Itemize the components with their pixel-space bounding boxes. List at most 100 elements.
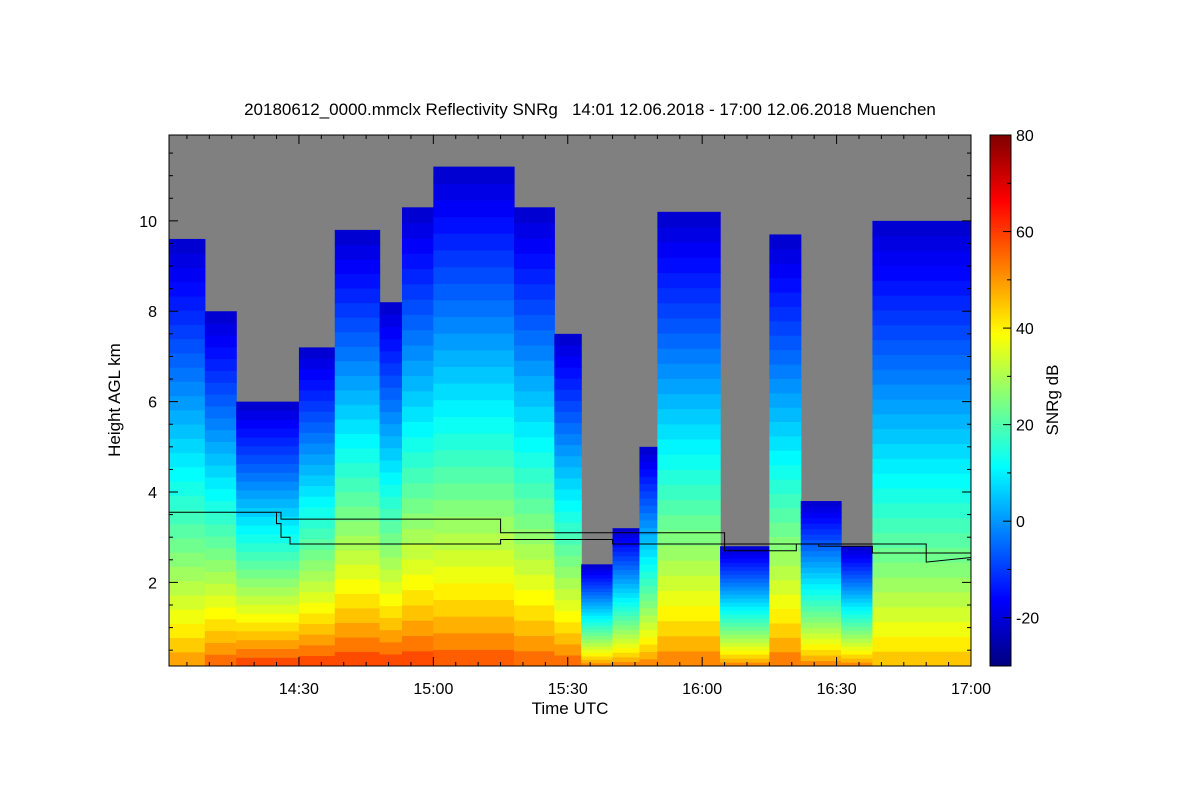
echo-cell xyxy=(639,541,658,550)
echo-cell xyxy=(612,661,641,666)
echo-cell xyxy=(800,633,842,640)
echo-cell xyxy=(581,625,614,630)
echo-cell xyxy=(204,358,237,371)
echo-cell xyxy=(720,586,770,591)
echo-cell xyxy=(581,628,614,633)
echo-cell xyxy=(800,594,842,601)
echo-column xyxy=(334,229,381,666)
echo-cell xyxy=(872,309,971,326)
echo-cell xyxy=(513,451,555,468)
echo-cell xyxy=(433,399,515,417)
echo-cell xyxy=(334,433,381,449)
echo-cell xyxy=(612,633,641,640)
echo-cell xyxy=(513,237,555,254)
echo-cell xyxy=(872,250,971,266)
echo-cell xyxy=(581,649,614,654)
echo-cell xyxy=(334,506,381,522)
echo-cell xyxy=(800,534,842,541)
echo-cell xyxy=(169,623,206,639)
echo-cell xyxy=(236,569,300,579)
echo-cell xyxy=(169,609,206,624)
echo-cell xyxy=(841,638,874,643)
echo-cell xyxy=(236,436,300,447)
echo-cell xyxy=(334,622,381,638)
echo-cell xyxy=(379,581,403,594)
echo-cell xyxy=(554,433,582,446)
echo-cell xyxy=(433,449,515,467)
echo-cell xyxy=(872,413,971,430)
echo-cell xyxy=(872,235,971,252)
echo-cell xyxy=(841,614,874,619)
echo-cell xyxy=(513,528,555,545)
echo-cell xyxy=(720,630,770,635)
echo-cell xyxy=(236,560,300,570)
chart-title: 20180612_0000.mmclx Reflectivity SNRg 14… xyxy=(244,100,936,119)
echo-cell xyxy=(657,317,721,334)
echo-cell xyxy=(513,375,555,392)
echo-cell xyxy=(800,517,842,524)
echo-cell xyxy=(720,654,770,659)
echo-cell xyxy=(800,506,842,513)
echo-cell xyxy=(513,604,555,621)
echo-cell xyxy=(169,438,206,454)
echo-cell xyxy=(841,634,874,639)
echo-cell xyxy=(841,578,874,583)
echo-cell xyxy=(334,447,381,464)
echo-cell xyxy=(169,253,206,269)
echo-cell xyxy=(401,574,434,591)
echo-cell xyxy=(581,574,614,579)
echo-cell xyxy=(298,464,336,476)
echo-cell xyxy=(800,556,842,563)
echo-cell xyxy=(334,477,381,493)
echo-cell xyxy=(639,651,658,660)
echo-cell xyxy=(334,317,381,333)
echo-cell xyxy=(800,660,842,666)
echo-cell xyxy=(581,642,614,647)
echo-cell xyxy=(236,604,300,614)
echo-cell xyxy=(554,499,582,512)
echo-column xyxy=(720,546,770,666)
echo-cell xyxy=(401,497,434,514)
echo-cell xyxy=(841,618,874,623)
echo-cell xyxy=(379,326,403,340)
echo-cell xyxy=(379,617,403,631)
echo-cell xyxy=(769,565,802,581)
echo-cell xyxy=(236,542,300,553)
echo-cell xyxy=(298,358,336,370)
echo-cell xyxy=(720,570,770,575)
echo-cell xyxy=(554,444,582,457)
echo-cell xyxy=(581,588,614,593)
echo-cell xyxy=(204,323,237,336)
echo-cell xyxy=(720,558,770,563)
echo-cell xyxy=(841,602,874,607)
echo-cell xyxy=(554,643,582,656)
plot-area: 14:30 15:00 15:30 16:00 16:30 17:00 2 4 6 8 10 xyxy=(139,134,991,698)
echo-cell xyxy=(298,496,336,508)
echo-cell xyxy=(554,632,582,645)
echo-cell xyxy=(800,589,842,596)
reflectivity-heatmap xyxy=(169,166,971,666)
echo-cell xyxy=(169,552,206,567)
echo-cell xyxy=(872,220,971,237)
echo-cell xyxy=(769,450,802,466)
echo-cell xyxy=(401,421,434,438)
echo-cell xyxy=(433,333,515,351)
echo-cell xyxy=(236,480,300,491)
echo-cell xyxy=(334,535,381,551)
echo-cell xyxy=(379,459,403,473)
echo-cell xyxy=(581,577,614,582)
echo-cell xyxy=(433,366,515,384)
echo-cell xyxy=(841,558,874,563)
echo-cell xyxy=(581,659,614,664)
echo-cell xyxy=(872,324,971,341)
echo-cell xyxy=(236,419,300,429)
x-axis-label: Time UTC xyxy=(532,699,609,718)
echo-cell xyxy=(379,544,403,558)
echo-cell xyxy=(800,605,842,612)
echo-cell xyxy=(720,590,770,595)
echo-cell xyxy=(841,582,874,587)
echo-cell xyxy=(513,620,555,637)
echo-cell xyxy=(513,467,555,484)
echo-cell xyxy=(401,543,434,560)
echo-cell xyxy=(334,288,381,304)
